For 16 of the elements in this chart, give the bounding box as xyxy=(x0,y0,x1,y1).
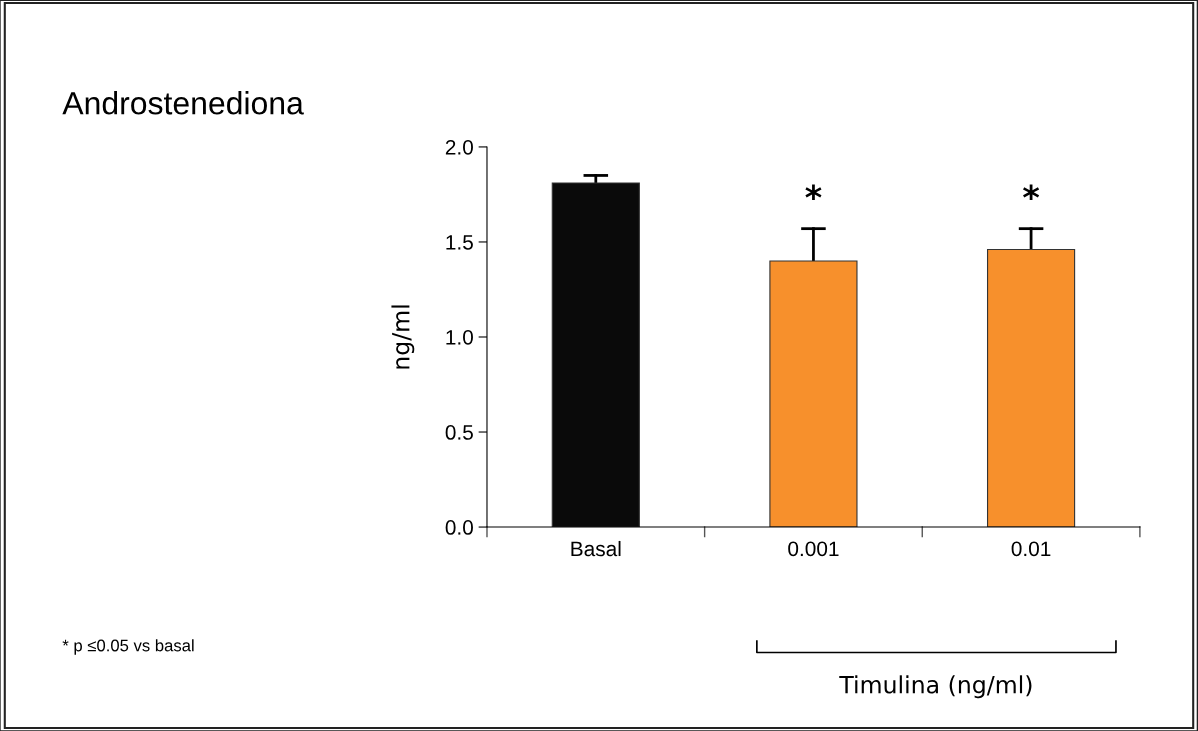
annotation: * xyxy=(805,184,822,201)
text: * p ≤0.05 vs basal xyxy=(62,639,194,655)
y-tick-label: 1.0 xyxy=(446,329,473,345)
bar xyxy=(986,249,1076,528)
y-tick-label: 2.0 xyxy=(445,139,473,155)
x-tick-label: 0.001 xyxy=(788,541,839,557)
x-tick-label: 0.01 xyxy=(1011,541,1051,557)
annotation: * xyxy=(1023,184,1040,201)
x-tick-label: Basal xyxy=(571,540,621,557)
y-tick-label: 1.5 xyxy=(446,235,473,250)
y-tick-label: 0.0 xyxy=(445,520,473,535)
y-axis-title: ng/ml xyxy=(391,305,415,369)
bar xyxy=(769,260,858,528)
text: Timulina (ng/ml) xyxy=(839,675,1032,699)
y-tick-label: 0.5 xyxy=(445,425,473,440)
text: Androstenediona xyxy=(62,91,304,115)
